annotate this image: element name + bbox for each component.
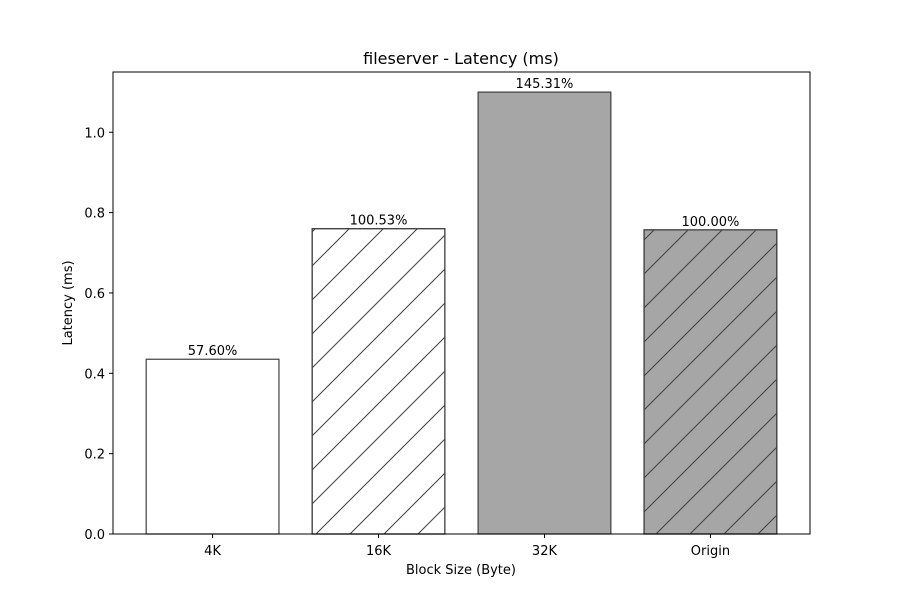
bars-group: 57.60% 100.53% 145.31% 100.00%: [145, 77, 778, 535]
y-tick-label: 1.0: [84, 126, 105, 141]
data-label: 145.31%: [516, 77, 574, 92]
y-tick-label: 0.0: [84, 528, 105, 543]
chart-title: fileserver - Latency (ms): [363, 49, 559, 68]
y-axis-label: Latency (ms): [61, 260, 76, 345]
x-tick-label: 4K: [204, 544, 221, 559]
x-tick-label: 16K: [366, 544, 392, 559]
x-tick-label: 32K: [532, 544, 558, 559]
plot-frame: [112, 71, 811, 535]
y-tick-label: 0.4: [84, 367, 105, 382]
x-axis-ticks: 4K 16K 32K Origin: [204, 534, 730, 559]
y-tick-label: 0.6: [84, 287, 105, 302]
data-label: 57.60%: [188, 344, 238, 359]
data-label: 100.00%: [682, 215, 740, 230]
bar-4k: [145, 358, 280, 535]
x-tick-label: Origin: [691, 544, 730, 559]
bar-hatch-16k: [311, 228, 446, 535]
y-axis-ticks: 0.0 0.2 0.4 0.6 0.8 1.0: [84, 126, 113, 543]
y-tick-label: 0.8: [84, 207, 105, 222]
y-tick-label: 0.2: [84, 448, 105, 463]
data-label: 100.53%: [350, 214, 408, 229]
bar-hatch-origin: [643, 229, 778, 535]
bar-32k: [477, 91, 612, 535]
x-axis-label: Block Size (Byte): [406, 563, 516, 578]
